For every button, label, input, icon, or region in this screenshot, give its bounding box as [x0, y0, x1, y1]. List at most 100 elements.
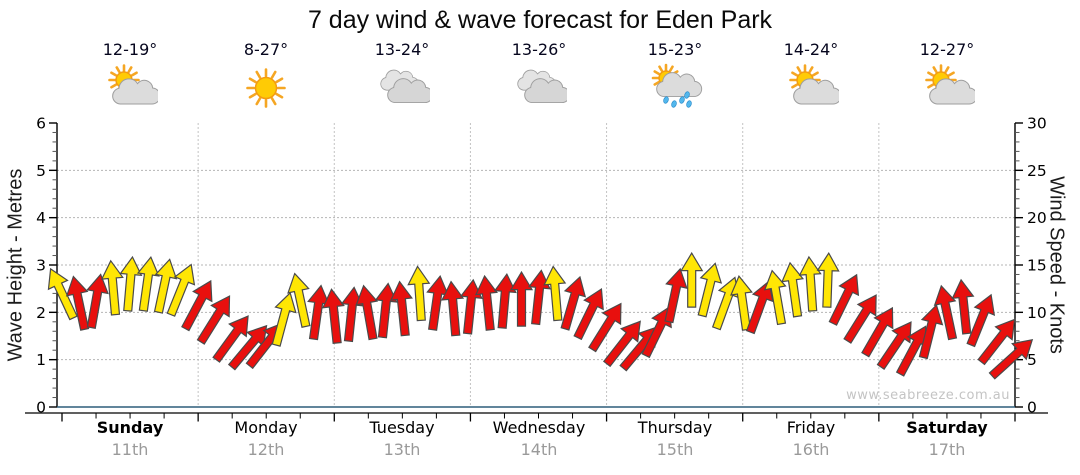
day-date: 13th: [383, 439, 421, 459]
wind-arrow: [697, 262, 723, 318]
wind-arrow: [86, 273, 109, 329]
left-tick-label: 3: [36, 257, 46, 275]
wind-arrow: [441, 280, 465, 337]
partly-cloudy-icon: [919, 63, 978, 113]
x-axis-day-label: Friday 16th: [787, 417, 836, 460]
day-name: Thursday: [637, 418, 713, 437]
day-name: Saturday: [906, 418, 988, 437]
wind-arrow: [933, 284, 958, 341]
right-tick-label: 10: [1027, 304, 1047, 322]
day-forecast-wednesday: 13-26°: [511, 40, 571, 113]
showers-icon: [647, 63, 703, 113]
wind-arrow: [181, 279, 213, 332]
x-axis-day-label: Thursday 15th: [638, 417, 712, 460]
wind-arrow: [680, 251, 704, 308]
left-tick-label: 4: [36, 209, 46, 227]
day-date: 16th: [792, 439, 830, 459]
wind-arrow: [493, 272, 517, 329]
wind-arrow: [977, 318, 1016, 366]
wind-arrow: [988, 338, 1034, 380]
day-forecast-monday: 8-27°: [238, 40, 294, 113]
left-tick-label: 1: [36, 351, 46, 369]
day-date: 12th: [247, 439, 285, 459]
wind-arrow: [509, 270, 534, 327]
wind-arrow: [918, 303, 944, 360]
wind-arrow: [389, 280, 413, 337]
cloudy-icon: [374, 63, 434, 113]
wind-arrow: [355, 284, 379, 341]
wind-arrow: [47, 267, 78, 321]
sunny-icon: [238, 63, 294, 113]
right-tick-label: 25: [1027, 162, 1047, 180]
day-forecast-thursday: 15-23°: [647, 40, 703, 113]
wind-arrow: [119, 255, 143, 312]
day-name: Tuesday: [369, 418, 435, 437]
right-tick-label: 15: [1027, 257, 1047, 275]
day-name: Wednesday: [492, 418, 586, 437]
partly-cloudy-icon: [102, 63, 161, 113]
temperature-range: 12-19°: [102, 40, 158, 59]
wind-arrow: [65, 275, 90, 331]
partly-cloudy-icon: [783, 63, 842, 113]
wind-arrow: [763, 269, 787, 326]
x-axis-day-label: Tuesday 13th: [369, 417, 434, 460]
wind-arrow: [745, 280, 774, 335]
wind-arrow: [136, 256, 160, 312]
wind-arrow: [781, 261, 805, 318]
wind-arrow: [816, 251, 840, 308]
temperature-range: 13-24°: [374, 40, 430, 59]
wind-arrow: [271, 291, 297, 347]
wind-arrow: [474, 274, 498, 331]
temperature-range: 13-26°: [511, 40, 567, 59]
temperature-range: 14-24°: [783, 40, 839, 59]
wind-arrow: [196, 295, 231, 345]
cloudy-icon: [511, 63, 571, 113]
wind-arrow: [588, 302, 622, 353]
temperature-range: 8-27°: [243, 40, 289, 59]
left-tick-label: 6: [36, 115, 46, 133]
wind-arrow: [560, 275, 587, 331]
watermark: www.seabreeze.com.au: [846, 388, 1010, 403]
day-date: 14th: [520, 439, 558, 459]
wind-arrow: [876, 321, 912, 370]
right-tick-label: 20: [1027, 209, 1047, 227]
wind-arrow: [966, 293, 996, 348]
wind-arrow: [166, 263, 196, 317]
wind-arrow: [543, 265, 567, 322]
wind-arrow: [374, 282, 398, 339]
wind-arrow: [100, 259, 124, 316]
wind-arrow: [798, 255, 822, 312]
day-forecast-sunday: 12-19°: [102, 40, 161, 113]
wind-arrow: [407, 265, 431, 322]
wind-arrow: [951, 278, 975, 335]
wind-arrow: [861, 306, 894, 358]
day-forecast-friday: 14-24°: [783, 40, 842, 113]
day-forecast-saturday: 12-27°: [919, 40, 978, 113]
wind-arrow: [153, 258, 178, 314]
left-tick-label: 0: [36, 399, 46, 417]
wind-arrow: [843, 294, 877, 344]
left-tick-label: 5: [36, 162, 46, 180]
day-date: 17th: [928, 439, 966, 459]
day-forecast-tuesday: 13-24°: [374, 40, 434, 113]
wind-arrow: [664, 267, 688, 324]
day-name: Friday: [786, 418, 836, 437]
day-name: Sunday: [96, 418, 164, 437]
right-tick-label: 5: [1027, 351, 1037, 369]
wind-arrow: [641, 305, 672, 359]
temperature-range: 12-27°: [919, 40, 975, 59]
wind-arrow: [212, 315, 249, 363]
day-name: Monday: [234, 418, 298, 437]
wind-arrow: [602, 320, 641, 368]
wind-arrow: [321, 288, 345, 345]
x-axis-day-label: Wednesday 14th: [493, 417, 586, 460]
day-date: 15th: [656, 439, 694, 459]
temperature-range: 15-23°: [647, 40, 703, 59]
chart-title: 7 day wind & wave forecast for Eden Park: [307, 6, 773, 34]
right-tick-label: 30: [1027, 115, 1047, 133]
x-axis-day-label: Monday 12th: [234, 417, 297, 460]
wind-arrow: [573, 287, 604, 341]
day-date: 11th: [111, 439, 149, 459]
